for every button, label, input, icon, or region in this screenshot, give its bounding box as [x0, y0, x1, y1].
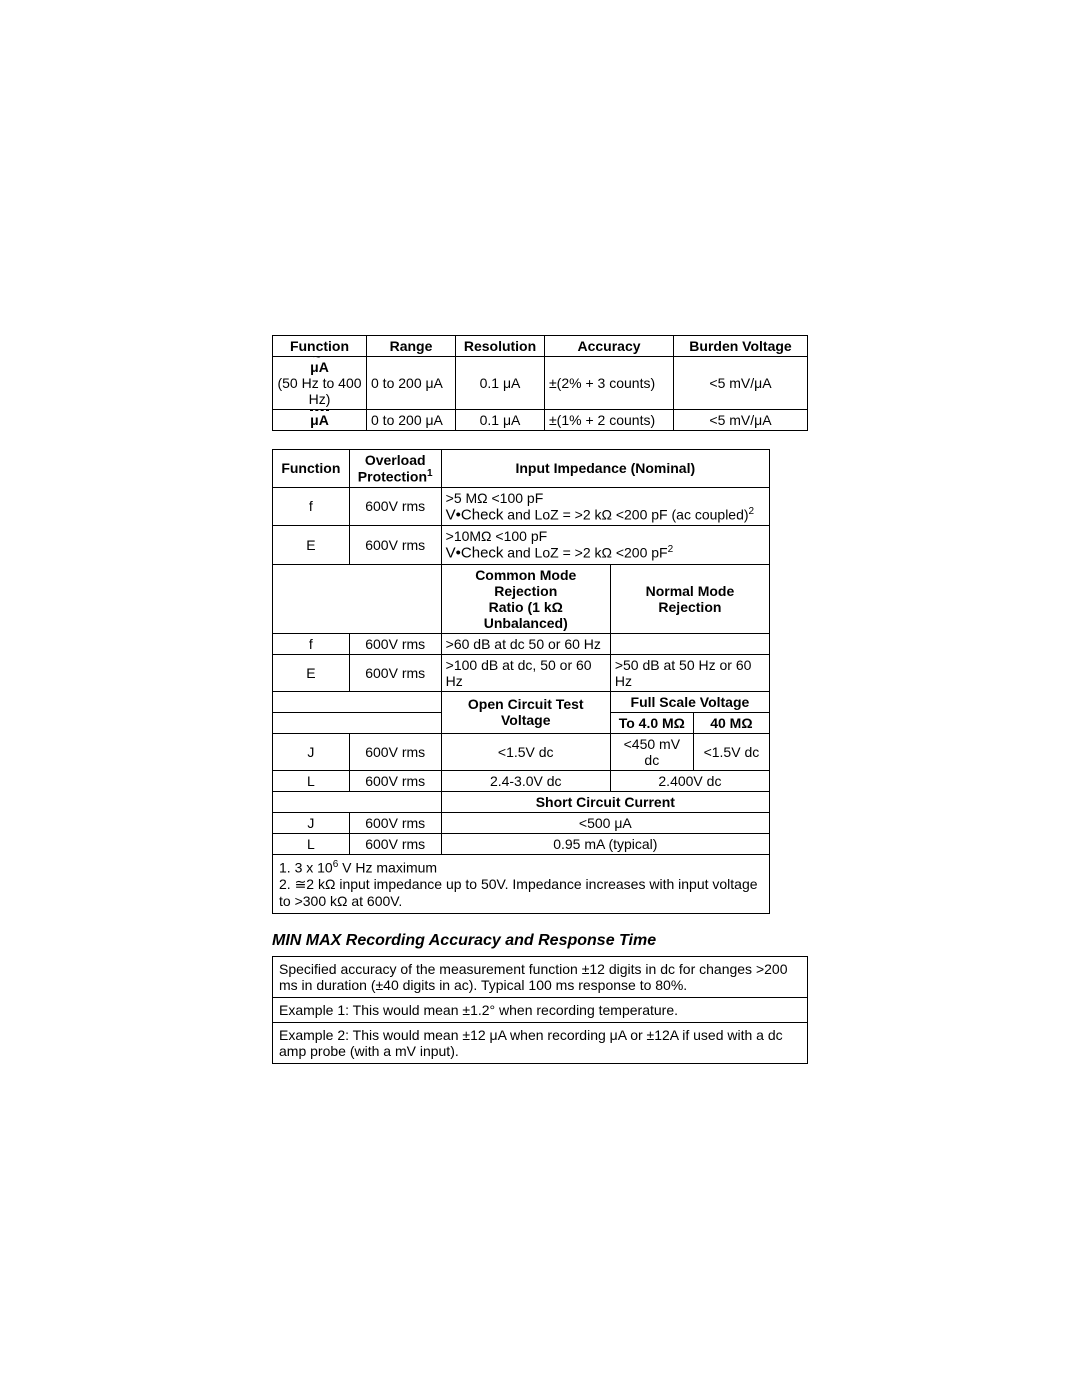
t1-h-burden: Burden Voltage	[674, 336, 808, 357]
function-symbol-dc: μA	[310, 412, 329, 428]
minmax-spec: Specified accuracy of the measurement fu…	[273, 956, 808, 997]
input-char-table: Function Overload Protection1 Input Impe…	[272, 449, 770, 914]
cell-accuracy: ±(1% + 2 counts)	[545, 410, 674, 431]
cell-burden: <5 mV/μA	[674, 357, 808, 410]
cell-resolution: 0.1 μA	[456, 410, 545, 431]
table-row: μA (50 Hz to 400 Hz) 0 to 200 μA 0.1 μA …	[273, 357, 808, 410]
table-row: f 600V rms >60 dB at dc 50 or 60 Hz	[273, 633, 770, 654]
t2-h-input: Input Impedance (Nominal)	[441, 450, 769, 488]
minmax-ex1: Example 1: This would mean ±1.2° when re…	[273, 997, 808, 1022]
t2-h-cmr: Common Mode RejectionRatio (1 kΩ Unbalan…	[441, 564, 610, 633]
cell-burden: <5 mV/μA	[674, 410, 808, 431]
function-symbol-ac: μA	[310, 359, 329, 375]
t2-h-fsv: Full Scale Voltage	[610, 691, 769, 712]
cell-input-impedance: >5 MΩ <100 pF V•Check and LoZ = >2 kΩ <2…	[441, 487, 769, 526]
t2-h-overload: Overload Protection1	[349, 450, 441, 488]
cell-accuracy: ±(2% + 3 counts)	[545, 357, 674, 410]
t1-h-resolution: Resolution	[456, 336, 545, 357]
t2-h-function: Function	[273, 450, 350, 488]
t2-h-scc: Short Circuit Current	[441, 791, 769, 812]
function-freq: (50 Hz to 400 Hz)	[277, 375, 361, 407]
cell-range: 0 to 200 μA	[367, 410, 456, 431]
footnotes: 1. 3 x 106 V Hz maximum 2. ≅2 kΩ input i…	[273, 854, 770, 913]
cell-input-impedance: >10MΩ <100 pF V•Check and LoZ = >2 kΩ <2…	[441, 526, 769, 565]
table-row: μA 0 to 200 μA 0.1 μA ±(1% + 2 counts) <…	[273, 410, 808, 431]
cell-resolution: 0.1 μA	[456, 357, 545, 410]
table-row: E 600V rms >100 dB at dc, 50 or 60 Hz >5…	[273, 654, 770, 691]
t2-h-fsv-a: To 4.0 MΩ	[610, 712, 693, 733]
minmax-ex2: Example 2: This would mean ±12 μA when r…	[273, 1022, 808, 1063]
t2-h-octv: Open Circuit Test Voltage	[441, 691, 610, 733]
table-row: J 600V rms <500 μA	[273, 812, 770, 833]
t1-h-accuracy: Accuracy	[545, 336, 674, 357]
cell-over: 600V rms	[349, 487, 441, 526]
t1-h-range: Range	[367, 336, 456, 357]
table-row: f 600V rms >5 MΩ <100 pF V•Check and LoZ…	[273, 487, 770, 526]
minmax-table: Specified accuracy of the measurement fu…	[272, 956, 808, 1064]
table-row: J 600V rms <1.5V dc <450 mV dc <1.5V dc	[273, 733, 770, 770]
cell-func: E	[273, 526, 350, 565]
cell-over: 600V rms	[349, 526, 441, 565]
section-title: MIN MAX Recording Accuracy and Response …	[272, 932, 808, 950]
table-row: E 600V rms >10MΩ <100 pF V•Check and LoZ…	[273, 526, 770, 565]
current-spec-table: Function Range Resolution Accuracy Burde…	[272, 335, 808, 431]
table-row: L 600V rms 2.4-3.0V dc 2.400V dc	[273, 770, 770, 791]
t2-h-fsv-b: 40 MΩ	[693, 712, 769, 733]
table-row: L 600V rms 0.95 mA (typical)	[273, 833, 770, 854]
cell-func: f	[273, 487, 350, 526]
cell-range: 0 to 200 μA	[367, 357, 456, 410]
t2-h-nmr: Normal Mode Rejection	[610, 564, 769, 633]
